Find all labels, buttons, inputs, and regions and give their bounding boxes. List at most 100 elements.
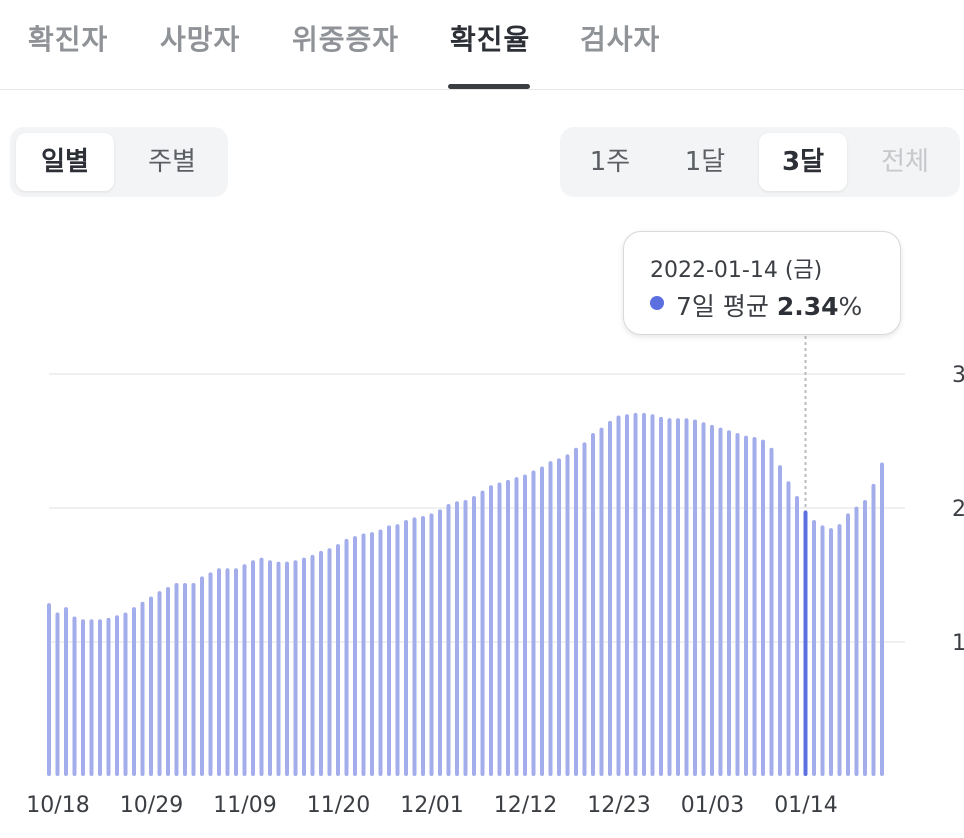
chart-bar[interactable] xyxy=(769,447,774,776)
chart-bar[interactable] xyxy=(540,466,544,776)
chart-bar[interactable] xyxy=(395,524,400,776)
chart-bar[interactable] xyxy=(115,615,119,776)
chart-bar[interactable] xyxy=(361,533,366,776)
chart-bar[interactable] xyxy=(89,619,94,776)
chart-bar[interactable] xyxy=(259,557,264,776)
chart-bar[interactable] xyxy=(795,495,799,776)
chart-bar[interactable] xyxy=(327,548,332,776)
range-all-button[interactable]: 전체 xyxy=(881,147,929,177)
chart-bar[interactable] xyxy=(64,607,68,776)
chart-bar[interactable] xyxy=(166,587,170,776)
chart-bar[interactable] xyxy=(574,447,578,776)
chart-bar[interactable] xyxy=(693,419,697,776)
chart-bar[interactable] xyxy=(506,479,510,776)
chart-bar[interactable] xyxy=(803,510,808,776)
chart-bar[interactable] xyxy=(633,412,638,776)
chart-bar[interactable] xyxy=(319,550,323,776)
chart-bar[interactable] xyxy=(217,568,221,776)
range-1week-button[interactable]: 1주 xyxy=(589,147,631,177)
chart-bar[interactable] xyxy=(200,576,204,776)
period-weekly-button[interactable]: 주별 xyxy=(148,147,196,177)
chart-bar[interactable] xyxy=(744,435,748,776)
tab-deaths[interactable]: 사망자 xyxy=(160,23,241,56)
chart-bar[interactable] xyxy=(497,482,502,776)
chart-bar[interactable] xyxy=(208,572,213,776)
chart-bar[interactable] xyxy=(727,430,731,776)
chart-bar[interactable] xyxy=(293,560,298,776)
chart-bar[interactable] xyxy=(659,416,663,776)
chart-bar[interactable] xyxy=(778,465,782,776)
chart-bar[interactable] xyxy=(854,506,859,776)
tab-tests[interactable]: 검사자 xyxy=(580,23,661,56)
chart-bar[interactable] xyxy=(718,427,723,776)
chart-bar[interactable] xyxy=(761,439,765,776)
chart-bar[interactable] xyxy=(548,461,553,776)
chart-bar[interactable] xyxy=(820,525,825,776)
chart-bar[interactable] xyxy=(378,529,383,776)
chart-bar[interactable] xyxy=(701,422,706,776)
chart-bar[interactable] xyxy=(336,544,340,776)
chart-bar[interactable] xyxy=(812,520,816,776)
chart-bar[interactable] xyxy=(846,513,850,776)
chart-bar[interactable] xyxy=(667,418,672,776)
period-daily-button[interactable]: 일별 xyxy=(16,133,114,191)
chart-bar[interactable] xyxy=(123,612,128,776)
chart-bar[interactable] xyxy=(837,524,842,776)
chart-bar[interactable] xyxy=(251,560,255,776)
chart-bar[interactable] xyxy=(752,436,757,776)
chart-bar[interactable] xyxy=(310,554,315,776)
tab-critical[interactable]: 위중증자 xyxy=(292,23,400,56)
chart-bar[interactable] xyxy=(404,520,408,776)
chart-bar[interactable] xyxy=(472,495,476,776)
chart-bar[interactable] xyxy=(650,414,655,776)
chart-bar[interactable] xyxy=(234,568,238,776)
chart-bar[interactable] xyxy=(191,583,196,776)
chart-bar[interactable] xyxy=(47,603,51,776)
range-1month-button[interactable]: 1달 xyxy=(684,147,726,177)
chart-bar[interactable] xyxy=(531,470,536,776)
chart-bar[interactable] xyxy=(642,412,646,776)
chart-bar[interactable] xyxy=(353,536,357,776)
chart-bar[interactable] xyxy=(582,442,587,776)
chart-bar[interactable] xyxy=(344,538,349,776)
chart-bar[interactable] xyxy=(863,499,867,776)
chart-bar[interactable] xyxy=(514,477,519,776)
chart-bar[interactable] xyxy=(276,561,281,776)
chart-bar[interactable] xyxy=(157,591,162,776)
chart-bar[interactable] xyxy=(710,424,714,776)
chart-bar[interactable] xyxy=(676,418,680,776)
chart-bar[interactable] xyxy=(242,564,247,776)
chart-bar[interactable] xyxy=(55,612,60,776)
chart-bar[interactable] xyxy=(608,420,612,776)
chart-bar[interactable] xyxy=(132,607,136,776)
chart-bar[interactable] xyxy=(684,418,689,776)
chart-bar[interactable] xyxy=(268,560,272,776)
chart-bar[interactable] xyxy=(463,499,468,776)
chart-bar[interactable] xyxy=(387,525,391,776)
chart-bar[interactable] xyxy=(591,432,595,776)
chart-bar[interactable] xyxy=(735,432,740,776)
chart-bar[interactable] xyxy=(599,427,604,776)
chart-bar[interactable] xyxy=(174,583,179,776)
chart-bar[interactable] xyxy=(421,516,425,776)
tab-confirmed[interactable]: 확진자 xyxy=(28,23,109,56)
chart-bar[interactable] xyxy=(370,532,374,776)
chart-bar[interactable] xyxy=(225,568,230,776)
chart-bar[interactable] xyxy=(880,462,884,776)
chart-bar[interactable] xyxy=(446,503,451,776)
chart-bar[interactable] xyxy=(183,583,187,776)
chart-bar[interactable] xyxy=(616,415,621,776)
chart-bar[interactable] xyxy=(302,557,306,776)
chart-bar[interactable] xyxy=(565,454,570,776)
chart-bar[interactable] xyxy=(72,616,77,776)
chart-bar[interactable] xyxy=(489,485,493,776)
range-3month-button[interactable]: 3달 xyxy=(759,133,847,191)
chart-bar[interactable] xyxy=(429,513,434,776)
chart-bar[interactable] xyxy=(625,414,629,776)
chart-bar[interactable] xyxy=(557,458,561,776)
chart-bar[interactable] xyxy=(871,483,876,776)
chart-bar[interactable] xyxy=(81,619,85,776)
chart-bar[interactable] xyxy=(140,601,145,776)
chart-bar[interactable] xyxy=(412,517,417,776)
